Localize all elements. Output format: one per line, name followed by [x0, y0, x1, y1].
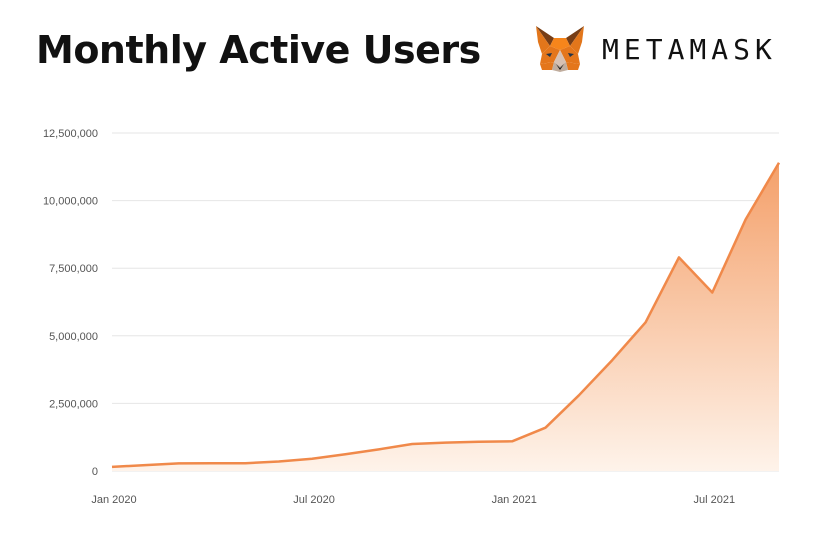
y-axis: 0 2,500,000 5,000,000 7,500,000 10,000,000 12… — [43, 128, 98, 478]
brand-logo: METAMASK — [534, 24, 777, 74]
y-tick-label: 10,000,000 — [43, 196, 98, 208]
y-tick-label: 5,000,000 — [49, 331, 98, 343]
x-tick-label: Jan 2020 — [91, 494, 136, 506]
y-tick-label: 7,500,000 — [49, 263, 98, 275]
y-tick-label: 2,500,000 — [49, 398, 98, 410]
x-tick-label: Jan 2021 — [492, 494, 537, 506]
x-tick-label: Jul 2021 — [694, 494, 736, 506]
y-tick-label: 12,500,000 — [43, 128, 98, 140]
x-tick-label: Jul 2020 — [293, 494, 335, 506]
chart-title: Monthly Active Users — [36, 28, 481, 72]
x-axis: Jan 2020 Jul 2020 Jan 2021 Jul 2021 — [91, 494, 735, 506]
brand-name: METAMASK — [602, 32, 777, 66]
y-tick-label: 0 — [92, 466, 98, 478]
data-points — [111, 162, 780, 468]
series-area — [112, 162, 779, 471]
metamask-fox-icon — [536, 26, 584, 72]
